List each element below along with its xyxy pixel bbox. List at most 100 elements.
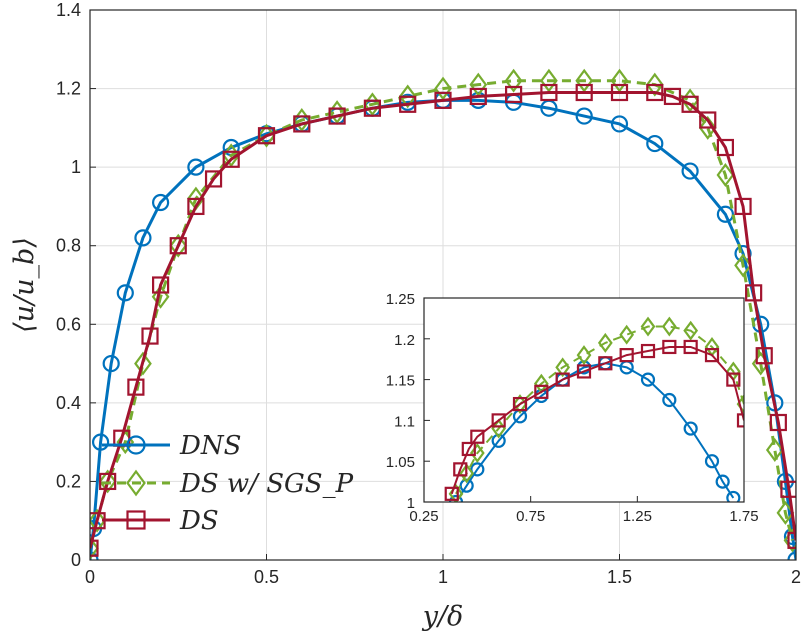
data-point-circle (662, 392, 677, 408)
y-tick-label: 0.4 (56, 393, 81, 413)
data-point-square (187, 197, 205, 216)
y-tick-label: 1.4 (56, 0, 81, 20)
data-point-diamond (90, 508, 106, 533)
data-point-diamond (661, 316, 677, 337)
data-point-square (127, 378, 145, 396)
x-tick-label: 0.25 (409, 508, 438, 525)
series-line-circle (455, 362, 735, 502)
data-point-square (640, 343, 656, 359)
data-point-square (453, 462, 468, 477)
data-point-square (610, 83, 629, 102)
legend-marker-diamond (126, 469, 146, 497)
data-point-circle (640, 372, 656, 387)
y-tick-label: 0.8 (56, 236, 81, 256)
data-point-circle (704, 454, 720, 469)
y-axis-label: ⟨u/u_b⟩ (9, 237, 40, 333)
data-point-diamond (683, 320, 699, 341)
data-point-square (434, 91, 452, 109)
data-point-square (736, 413, 744, 428)
main-series-group (90, 68, 796, 560)
y-tick-label: 1.15 (386, 373, 415, 390)
x-tick-label: 1.25 (623, 508, 652, 525)
x-tick-label: 0 (85, 567, 95, 587)
data-point-square (444, 486, 459, 501)
data-point-circle (683, 421, 698, 436)
data-point-circle (575, 107, 593, 125)
data-point-circle (470, 462, 485, 477)
series-line-diamond (90, 79, 794, 549)
data-point-square (152, 276, 170, 294)
data-point-diamond (398, 84, 417, 109)
data-point-circle (726, 490, 741, 502)
data-point-circle (716, 205, 735, 223)
y-tick-label: 1.1 (394, 413, 415, 430)
data-point-diamond (555, 357, 571, 378)
data-point-square (169, 237, 187, 255)
data-point-diamond (504, 68, 523, 93)
data-point-diamond (169, 233, 188, 258)
data-point-circle (448, 494, 464, 502)
data-point-square (540, 83, 558, 102)
data-point-diamond (434, 76, 452, 101)
data-point-square (598, 356, 613, 371)
data-point-diamond (134, 351, 152, 376)
data-point-circle (715, 474, 730, 489)
data-point-square (663, 87, 682, 106)
data-point-square (90, 539, 99, 557)
data-point-square (461, 441, 476, 457)
data-point-circle (116, 284, 134, 302)
data-point-square (787, 531, 796, 549)
data-point-diamond (540, 68, 558, 93)
y-tick-label: 1.2 (56, 79, 81, 99)
data-point-square (699, 111, 717, 129)
data-point-square (399, 95, 417, 113)
data-point-circle (152, 193, 170, 212)
data-point-diamond (575, 68, 594, 93)
legend-label-circle: DNS (179, 431, 241, 461)
series-line-square (450, 345, 744, 495)
data-point-square (534, 384, 549, 399)
data-point-square (726, 372, 741, 387)
data-point-diamond (257, 123, 276, 148)
series-line-diamond (455, 325, 744, 495)
y-tick-label: 0.2 (56, 471, 81, 491)
x-tick-label: 2 (791, 567, 801, 587)
data-point-diamond (734, 253, 752, 278)
data-point-diamond (98, 469, 117, 494)
x-tick-label: 1.75 (729, 508, 758, 525)
data-point-square (204, 170, 223, 188)
data-point-square (619, 348, 634, 363)
legend: DNS DS w/ SGS_P DS (102, 431, 354, 536)
data-point-square (512, 396, 528, 412)
x-tick-label: 1 (438, 567, 448, 587)
data-point-diamond (459, 463, 475, 484)
legend-label-diamond: DS w/ SGS_P (179, 469, 354, 499)
data-point-circle (134, 229, 152, 247)
data-point-square (470, 429, 485, 444)
main-tick-labels: 0 0.5 1 1.5 2 0 0.2 0.4 0.6 0.8 1 1.2 1.4 (56, 0, 801, 587)
inset-tick-labels: 0.25 0.75 1.25 1.75 1 1.05 1.1 1.15 1.2 1.25 (386, 291, 759, 525)
data-point-square (141, 327, 159, 345)
data-point-diamond (765, 438, 784, 462)
data-point-circle (610, 115, 629, 133)
data-point-square (555, 372, 570, 387)
data-point-square (363, 99, 381, 117)
data-point-square (662, 339, 677, 355)
data-point-circle (91, 433, 110, 451)
data-point-diamond (610, 68, 629, 93)
data-point-diamond (90, 536, 99, 560)
data-point-square (755, 347, 773, 365)
x-tick-label: 0.75 (516, 508, 545, 525)
data-point-square (293, 115, 311, 133)
data-point-square (745, 284, 763, 302)
data-point-diamond (716, 163, 735, 187)
data-point-square (734, 197, 752, 216)
data-point-diamond (469, 443, 485, 463)
data-point-diamond (698, 115, 717, 140)
y-tick-label: 0 (71, 550, 81, 570)
data-point-square (222, 150, 240, 168)
data-point-circle (681, 162, 699, 180)
data-point-square (469, 87, 487, 106)
